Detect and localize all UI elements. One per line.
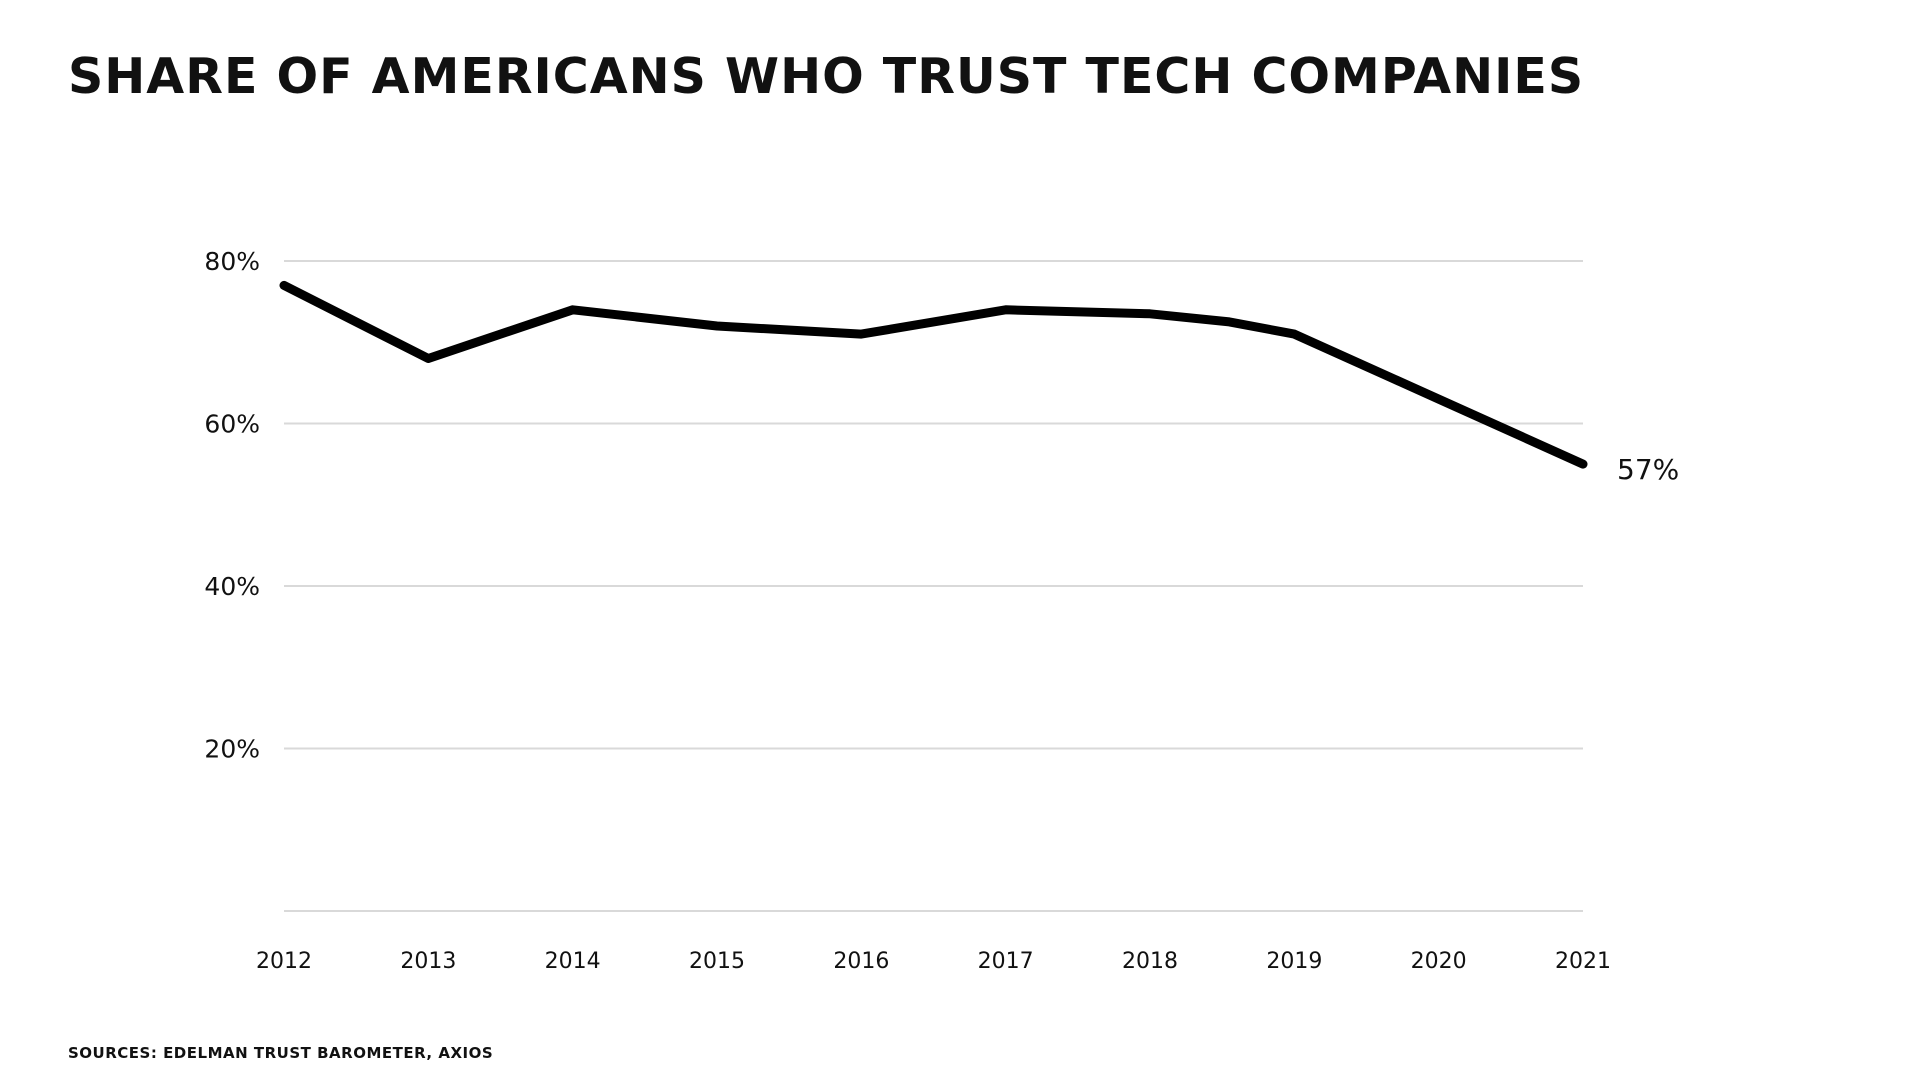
x-tick-label: 2020 [1411, 949, 1467, 974]
end-value-label: 57% [1617, 453, 1679, 486]
x-tick-label: 2021 [1555, 949, 1611, 974]
y-tick-label: 20% [204, 735, 260, 764]
series-layer [279, 280, 1588, 469]
x-tick-label: 2018 [1122, 949, 1178, 974]
x-tick-label: 2014 [545, 949, 601, 974]
chart-title: SHARE OF AMERICANS WHO TRUST TECH COMPAN… [68, 48, 1585, 105]
x-tick-label: 2019 [1266, 949, 1322, 974]
y-tick-label: 40% [204, 572, 260, 601]
y-tick-label: 60% [204, 410, 260, 439]
x-tick-label: 2012 [256, 949, 312, 974]
x-tick-label: 2016 [833, 949, 889, 974]
x-axis-tick-labels: 2012 2013 2014 2015 2016 2017 2018 2019 2020 2021 [256, 949, 1611, 974]
x-tick-label: 2015 [689, 949, 745, 974]
annotations: 57% [1617, 453, 1679, 486]
source-note: SOURCES: EDELMAN TRUST BAROMETER, AXIOS [68, 1044, 494, 1062]
x-tick-label: 2017 [978, 949, 1034, 974]
y-axis-tick-labels: 20% 40% 60% 80% [204, 247, 260, 764]
series-line [279, 280, 1588, 469]
y-tick-label: 80% [204, 247, 260, 276]
x-tick-label: 2013 [400, 949, 456, 974]
gridlines [284, 260, 1583, 912]
